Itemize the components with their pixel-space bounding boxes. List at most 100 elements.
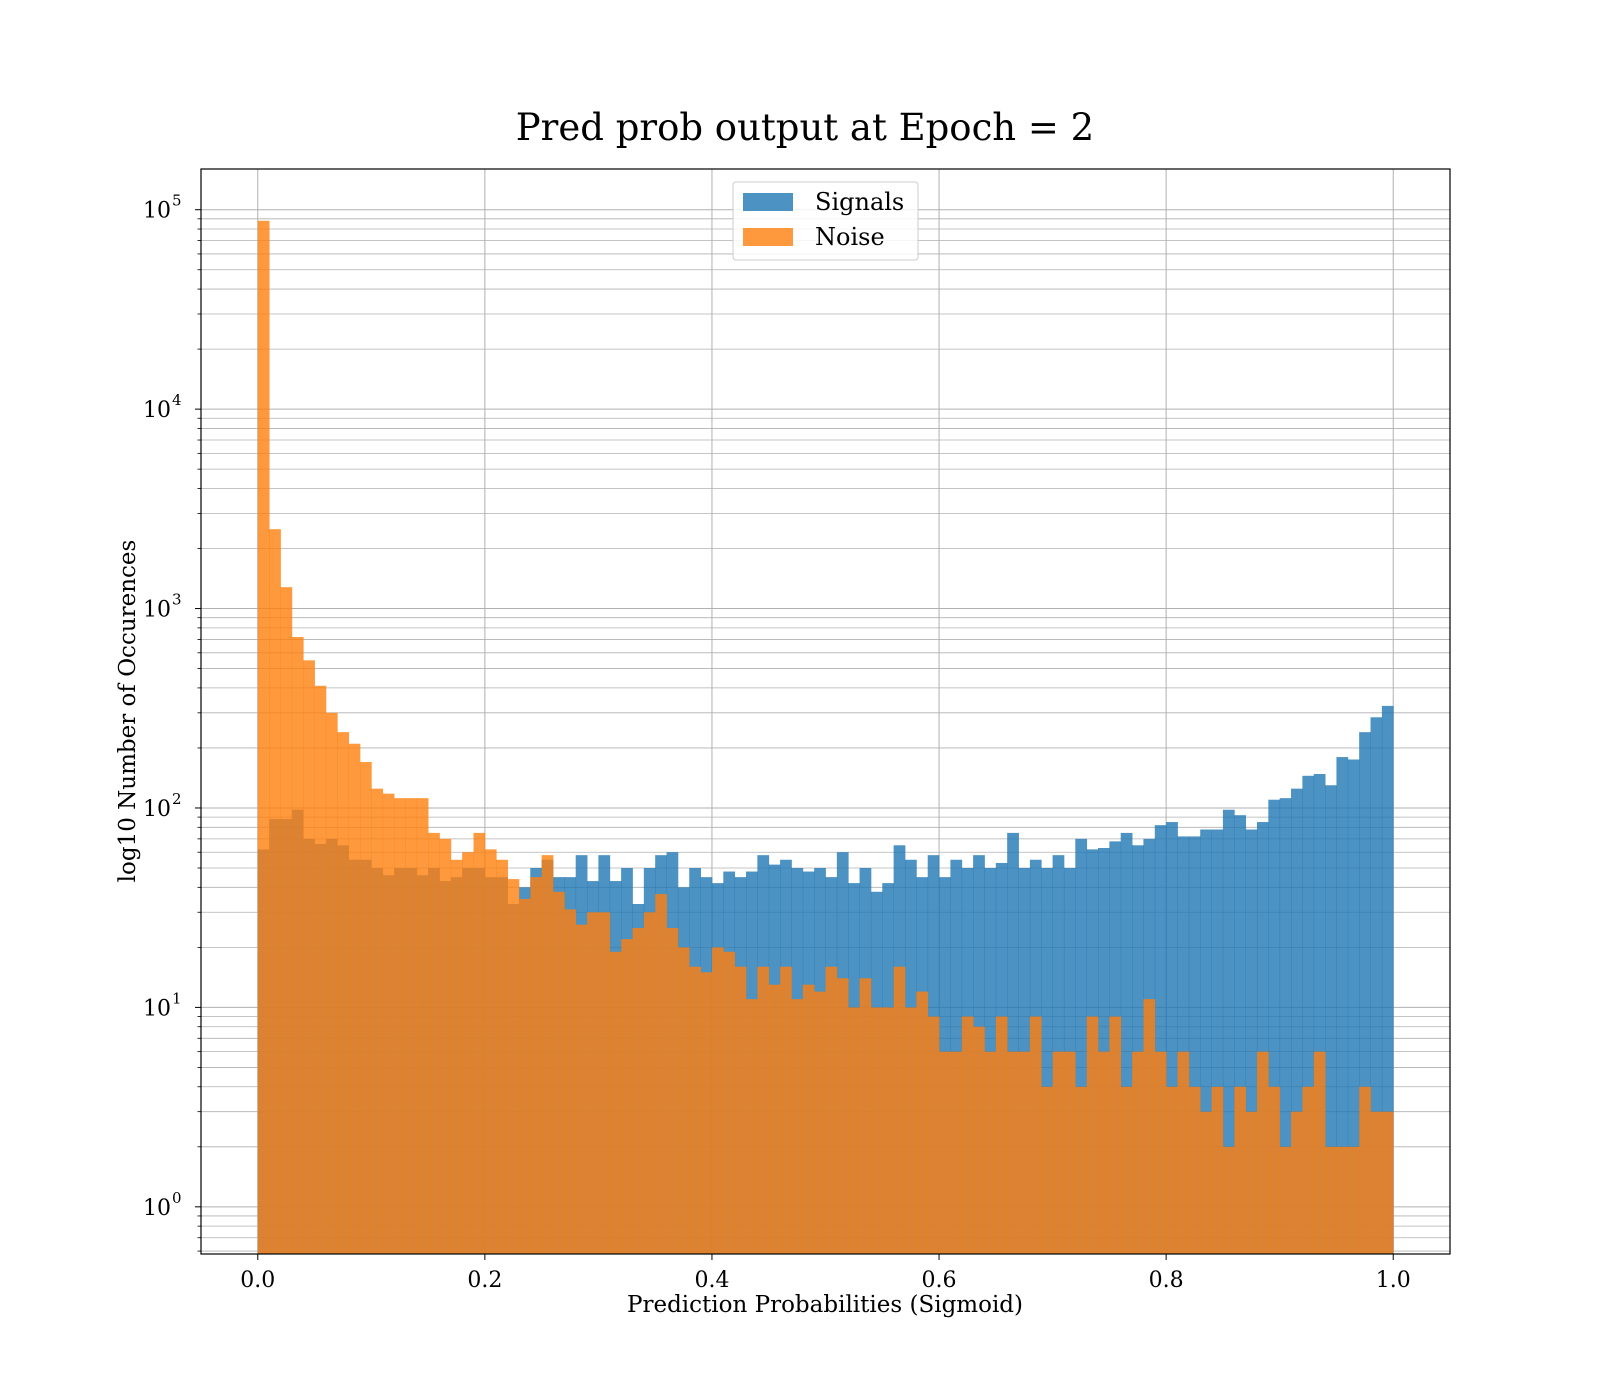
noise-bar (1256, 1051, 1269, 1254)
noise-bar (416, 798, 429, 1254)
noise-bar (564, 909, 577, 1254)
noise-bar (768, 984, 781, 1254)
y-tick-label: 10 (143, 598, 171, 623)
noise-bar (405, 798, 418, 1254)
signals-bar (1336, 757, 1349, 1254)
noise-bar (859, 978, 872, 1254)
noise-bar (984, 1051, 997, 1254)
noise-bar (904, 1007, 917, 1254)
noise-bar (541, 855, 554, 1254)
noise-bar (643, 912, 656, 1254)
noise-bar (1109, 1016, 1122, 1254)
signals-bar (1177, 836, 1190, 1254)
legend-label-noise: Noise (815, 223, 885, 251)
noise-bar (518, 898, 531, 1254)
noise-bar (723, 951, 736, 1254)
signals-bar (1154, 825, 1167, 1254)
noise-bar (1200, 1111, 1212, 1254)
y-tick-label: 10 (143, 199, 171, 224)
y-tick-exponent: 5 (172, 192, 182, 210)
signals-bar (1200, 829, 1212, 1254)
signals-bar (1098, 847, 1110, 1254)
legend-swatch-signals (743, 193, 793, 211)
noise-bar (848, 1007, 860, 1254)
y-tick-exponent: 0 (172, 1189, 182, 1207)
noise-bar (836, 978, 849, 1254)
y-tick-exponent: 4 (172, 391, 182, 409)
signals-bar (1132, 845, 1144, 1254)
noise-bar (1120, 1086, 1133, 1254)
x-tick-label: 0.2 (467, 1268, 502, 1293)
noise-bar (1132, 1051, 1144, 1254)
noise-bar (995, 1016, 1008, 1254)
noise-bar (700, 972, 713, 1254)
plot-frame (200, 168, 1451, 1255)
noise-bar (1211, 1086, 1224, 1254)
noise-bar (1075, 1086, 1088, 1254)
x-axis-ticks: 0.0 0.2 0.4 0.6 0.8 1.0 (240, 1254, 1411, 1293)
noise-bar (325, 712, 338, 1254)
noise-bar (382, 793, 395, 1254)
noise-bar (257, 220, 270, 1254)
noise-bar (428, 832, 440, 1254)
noise-bar (677, 947, 690, 1254)
noise-bar (1007, 1051, 1019, 1254)
noise-bar (1279, 1146, 1292, 1254)
noise-bar (1063, 1051, 1076, 1254)
legend-label-signals: Signals (815, 188, 904, 216)
noise-bar (825, 966, 838, 1254)
noise-bar (689, 966, 701, 1254)
noise-bar (621, 939, 633, 1254)
y-tick-exponent: 2 (172, 790, 182, 808)
y-tick-exponent: 1 (172, 989, 182, 1007)
signals-bar (1325, 785, 1337, 1254)
y-tick-label: 10 (143, 398, 171, 423)
noise-bar (1325, 1146, 1337, 1254)
noise-bar (791, 999, 804, 1254)
noise-bar (269, 529, 281, 1254)
signals-bar (1222, 809, 1235, 1254)
signals-bar (1211, 829, 1224, 1254)
signals-bar (1007, 832, 1019, 1254)
x-tick-label: 1.0 (1376, 1268, 1411, 1293)
signals-bar (1268, 799, 1281, 1254)
noise-bar (394, 798, 406, 1254)
noise-bar (1166, 1086, 1178, 1254)
legend-swatch-noise (743, 228, 793, 246)
signals-bar (1359, 732, 1371, 1254)
noise-bar (711, 947, 724, 1254)
signals-bar (1188, 836, 1201, 1254)
y-axis-label: log10 Number of Occurences (115, 540, 141, 883)
signals-bar (1370, 717, 1383, 1254)
x-tick-label: 0.8 (1149, 1268, 1184, 1293)
signals-bar (1279, 798, 1292, 1254)
noise-bar (348, 743, 361, 1254)
noise-bar (1041, 1086, 1053, 1254)
noise-bar (337, 732, 350, 1254)
signals-bar (1291, 788, 1303, 1254)
noise-bar (950, 1051, 963, 1254)
noise-bar (893, 966, 906, 1254)
signals-bar (1313, 774, 1326, 1254)
noise-bar (1098, 1051, 1110, 1254)
noise-bar (746, 999, 758, 1254)
noise-bar (496, 859, 508, 1254)
noise-bar (1302, 1086, 1315, 1254)
signals-bar (1120, 832, 1133, 1254)
chart-title: Pred prob output at Epoch = 2 (516, 106, 1094, 149)
noise-bar (1018, 1051, 1031, 1254)
noise-bar (939, 1051, 951, 1254)
signals-bar (1166, 822, 1178, 1254)
noise-bar (802, 984, 815, 1254)
noise-bar (1268, 1086, 1281, 1254)
noise-bar (371, 788, 384, 1254)
x-tick-label: 0.4 (694, 1268, 729, 1293)
noise-bar (1222, 1146, 1235, 1254)
noise-bar (507, 879, 520, 1254)
noise-bar (587, 912, 599, 1254)
noise-bar (1336, 1146, 1349, 1254)
noise-bar (1234, 1086, 1247, 1254)
noise-bar (598, 912, 611, 1254)
